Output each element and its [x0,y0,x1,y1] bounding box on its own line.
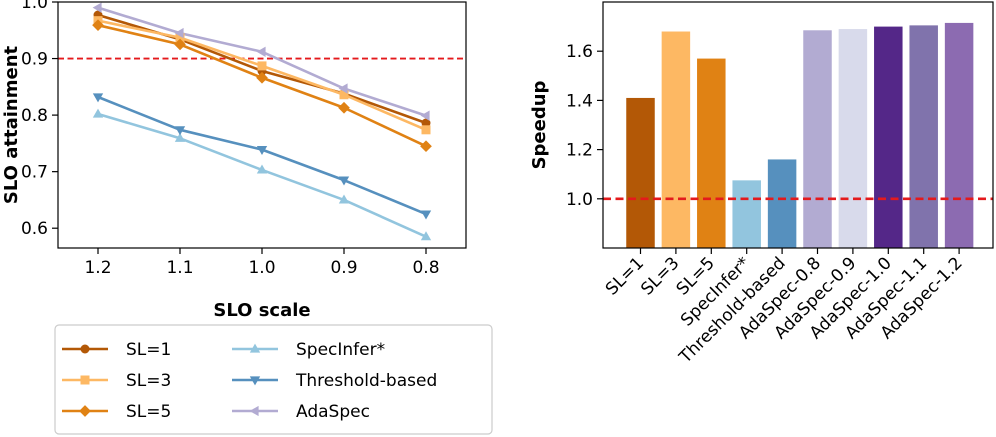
legend-swatch-marker [79,405,91,417]
x-tick-label: 0.8 [412,258,439,278]
y-tick-label: 1.6 [566,42,593,62]
data-point [338,83,348,94]
data-point [174,132,186,142]
bar-threshold-based [767,159,797,248]
x-tick-label: 1.0 [248,258,275,278]
legend: SL=1 SL=3 SL=5 SpecInfer* Threshold-based Ada… [54,324,493,435]
left-y-axis-label: SLO attainment [1,45,22,204]
data-point [92,108,104,118]
data-point [256,146,268,155]
data-point [338,176,350,186]
y-tick-label: 0.8 [21,106,48,126]
y-tick-label: 0.6 [21,219,48,239]
legend-item-sl-1: SL=1 [62,340,171,360]
bar-adaspec-1-2 [944,22,974,248]
data-point [256,164,268,174]
right-y-axis-label: Speedup [529,80,550,169]
data-point [174,126,186,136]
data-point [420,140,432,153]
y-tick-label: 0.7 [21,163,48,183]
legend-swatch-marker [249,376,261,386]
bar-adaspec-0-9 [838,29,868,249]
x-tick-label: 1.2 [84,258,111,278]
data-point [420,110,430,121]
legend-label: SL=3 [126,371,171,391]
data-point [420,210,432,220]
slo-attainment-chart: 1.2 1.1 1.0 0.9 0.8 0.6 0.7 0.8 0.9 1.0 SLO scal… [1,0,467,321]
y-tick-label: 1.0 [21,0,48,13]
data-point [421,118,431,128]
bar-adaspec-1-0 [874,26,903,248]
data-point [338,194,350,204]
legend-label: Threshold-based [295,371,437,391]
legend-label: SpecInfer* [296,340,385,360]
x-tick-label: 0.9 [330,258,357,278]
legend-swatch-marker [80,375,90,385]
bar-specinfer- [732,180,761,248]
data-point [256,46,266,57]
data-point [257,61,267,71]
data-point [174,27,184,39]
data-point [420,231,432,241]
legend-swatch-marker [249,343,261,353]
legend-label: SL=1 [126,340,171,360]
bar-sl-3 [661,31,691,248]
data-point [92,93,104,103]
data-point [338,101,350,114]
y-tick-label: 1.0 [566,190,593,210]
data-point [421,125,431,135]
bar-adaspec-0-8 [803,30,832,249]
legend-swatch-marker [249,405,259,417]
legend-item-specinfer-: SpecInfer* [232,340,385,360]
y-tick-label: 0.9 [21,50,48,70]
y-tick-label: 1.2 [566,141,593,161]
left-x-axis-label: SLO scale [213,300,310,321]
x-tick-label: 1.1 [166,258,193,278]
legend-label: SL=5 [126,402,171,422]
bar-sl-5 [697,58,726,248]
data-point [256,71,268,84]
right-plot-frame [602,1,994,249]
data-point [92,2,102,13]
legend-item-adaspec: AdaSpec [232,402,370,422]
data-point [174,38,186,51]
data-point [92,19,104,32]
legend-item-threshold-based: Threshold-based [232,371,437,391]
bar-sl-1 [626,97,655,248]
legend-label: AdaSpec [296,402,370,422]
y-tick-label: 1.4 [566,91,593,111]
bar-adaspec-1-1 [909,25,938,249]
legend-swatch-marker [80,344,90,354]
legend-item-sl-5: SL=5 [62,402,171,422]
legend-item-sl-3: SL=3 [62,371,171,391]
